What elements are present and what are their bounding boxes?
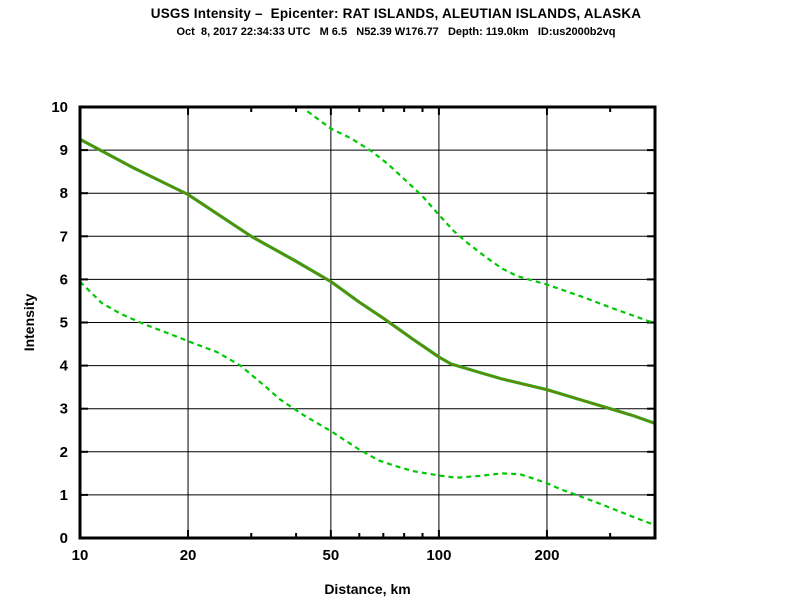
y-tick-label: 10 <box>51 99 68 116</box>
y-tick-label: 6 <box>60 271 68 288</box>
x-tick-label: 100 <box>426 547 451 564</box>
plot-frame <box>78 105 657 540</box>
y-tick-label: 2 <box>60 444 68 461</box>
chart-subtitle: Oct 8, 2017 22:34:33 UTC M 6.5 N52.39 W1… <box>176 26 616 38</box>
y-tick-label: 9 <box>60 142 68 159</box>
y-tick-label: 4 <box>60 358 69 375</box>
x-tick-label: 50 <box>323 547 340 564</box>
y-tick-label: 7 <box>60 228 68 245</box>
chart-title: USGS Intensity – Epicenter: RAT ISLANDS,… <box>150 6 642 21</box>
x-tick-label: 20 <box>180 547 197 564</box>
median_intensity-curve-core <box>79 138 656 425</box>
upper_bound-curve <box>306 110 656 325</box>
y-tick-label: 8 <box>60 185 68 202</box>
x-axis-label: Distance, km <box>324 581 410 597</box>
x-tick-label: 200 <box>534 547 559 564</box>
y-tick-label: 5 <box>60 315 68 332</box>
y-axis-label: Intensity <box>21 294 37 352</box>
y-tick-label: 3 <box>60 401 68 418</box>
x-tick-label: 10 <box>72 547 89 564</box>
lower_bound-curve <box>79 280 656 527</box>
y-tick-label: 1 <box>60 487 68 504</box>
y-tick-label: 0 <box>60 530 68 547</box>
median_intensity-curve <box>78 137 657 425</box>
